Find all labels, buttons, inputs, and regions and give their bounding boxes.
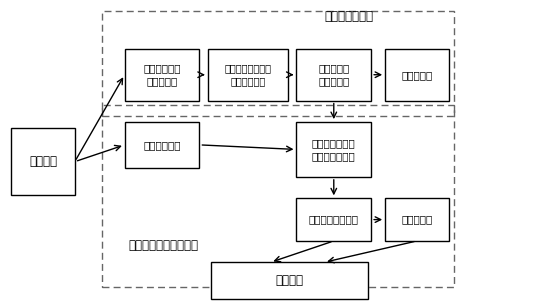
FancyBboxPatch shape: [385, 49, 449, 101]
Text: 车道线检测模块: 车道线检测模块: [325, 10, 373, 23]
FancyBboxPatch shape: [211, 262, 368, 299]
Text: 计算横向偏移距离: 计算横向偏移距离: [309, 215, 359, 224]
Text: 测量距离信息: 测量距离信息: [143, 140, 181, 150]
FancyBboxPatch shape: [296, 122, 371, 177]
Text: 车道线拟合
获得车道线: 车道线拟合 获得车道线: [318, 63, 350, 86]
FancyBboxPatch shape: [125, 49, 199, 101]
FancyBboxPatch shape: [11, 128, 75, 195]
Text: 车辆偏移信息计算模块: 车辆偏移信息计算模块: [129, 239, 198, 252]
Text: 控制系统: 控制系统: [275, 274, 304, 287]
FancyBboxPatch shape: [296, 198, 371, 241]
Text: 横向条状窗口活动
法车道线检测: 横向条状窗口活动 法车道线检测: [224, 63, 271, 86]
Text: 获得图像进行
图像预处理: 获得图像进行 图像预处理: [143, 63, 181, 86]
FancyBboxPatch shape: [208, 49, 288, 101]
FancyBboxPatch shape: [385, 198, 449, 241]
Text: 计算偏航角: 计算偏航角: [401, 215, 433, 224]
Text: 沿着车道线取点
转换世界坐标系: 沿着车道线取点 转换世界坐标系: [312, 138, 356, 161]
FancyBboxPatch shape: [125, 122, 199, 168]
Text: 车道中心线: 车道中心线: [401, 70, 433, 80]
FancyBboxPatch shape: [296, 49, 371, 101]
Text: 双目相机: 双目相机: [29, 155, 57, 168]
